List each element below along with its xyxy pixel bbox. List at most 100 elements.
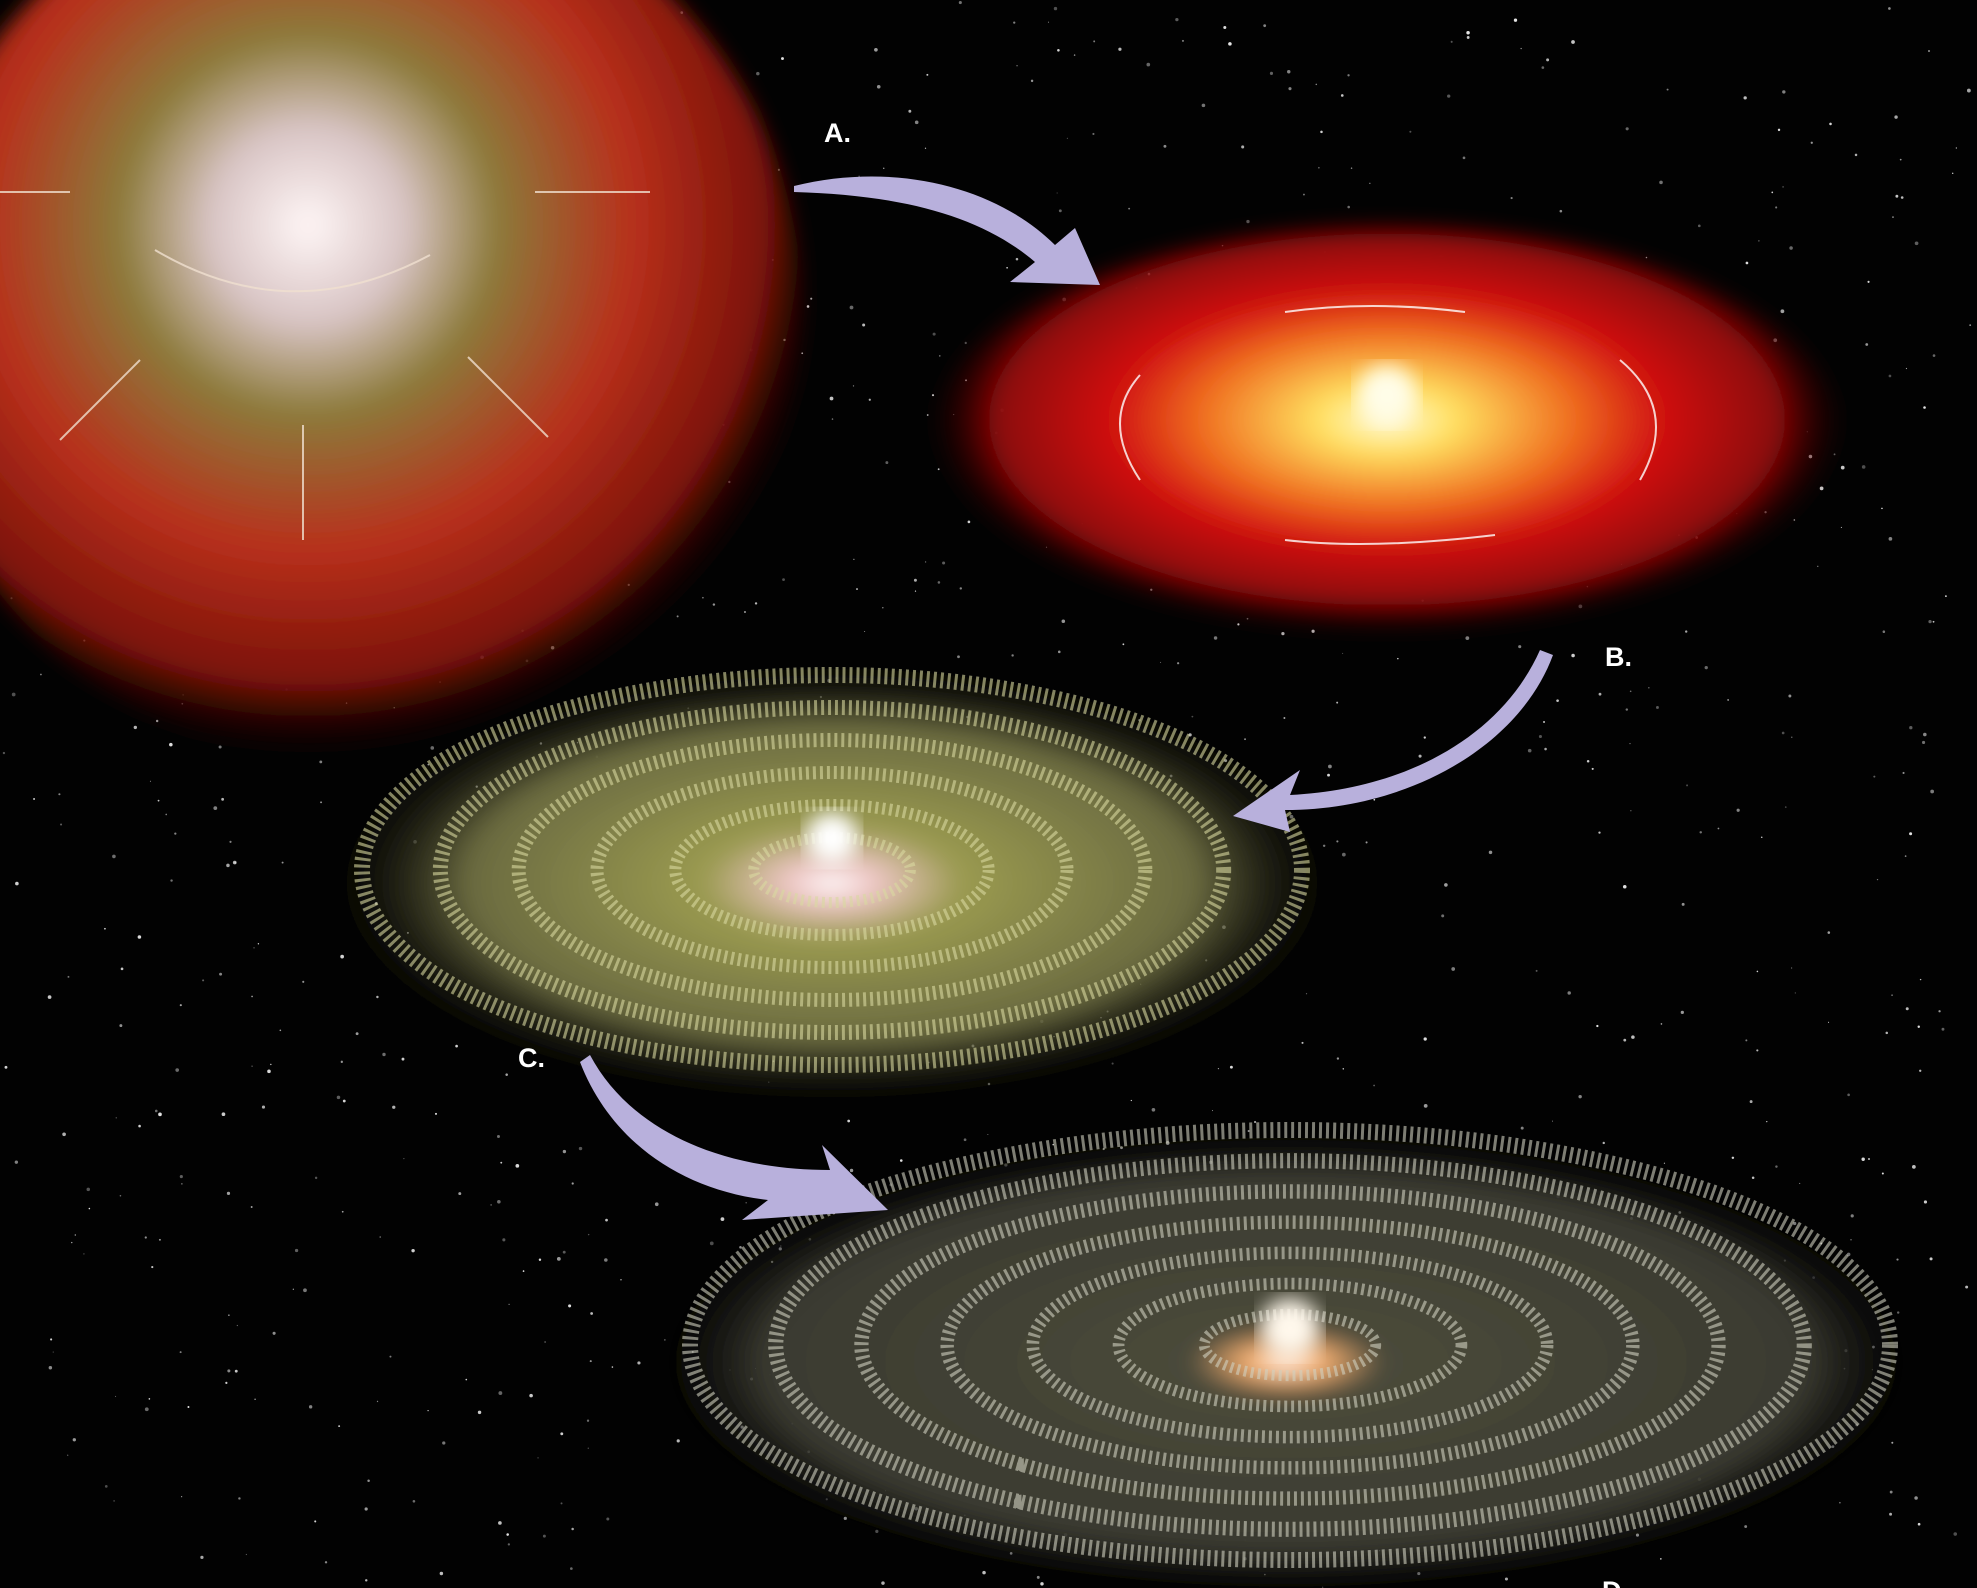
background-star (314, 1520, 317, 1523)
background-star (1896, 1258, 1899, 1261)
background-star (62, 1132, 66, 1137)
background-star (179, 1351, 182, 1354)
background-star (1340, 94, 1344, 97)
ring (854, 1184, 1726, 1506)
background-star (1513, 18, 1518, 22)
background-star (1827, 931, 1831, 934)
background-star (442, 1441, 446, 1445)
background-star (908, 109, 912, 113)
background-star (458, 1192, 462, 1196)
background-star (589, 1360, 592, 1363)
background-star (806, 305, 810, 308)
background-star (883, 167, 885, 169)
background-star (336, 1095, 341, 1100)
background-star (236, 1324, 238, 1327)
background-star (1444, 883, 1448, 887)
background-star (1927, 49, 1931, 53)
background-star (234, 862, 236, 864)
background-star (401, 1057, 405, 1061)
background-star (571, 1182, 574, 1185)
background-star (914, 120, 919, 125)
background-star (1909, 726, 1913, 730)
star (1260, 1298, 1320, 1358)
background-star (1704, 666, 1708, 670)
background-star (376, 995, 379, 999)
background-star (1775, 206, 1778, 209)
background-star (1336, 1057, 1340, 1060)
background-star (1828, 1021, 1830, 1023)
background-star (227, 1369, 231, 1373)
background-star (1861, 465, 1866, 469)
background-star (1217, 1067, 1220, 1070)
background-star (72, 1438, 76, 1442)
background-star (1328, 764, 1332, 769)
background-star (272, 1331, 276, 1335)
background-star (1520, 47, 1522, 50)
background-star (47, 995, 52, 999)
background-star (1743, 96, 1747, 100)
background-star (1016, 65, 1018, 67)
background-star (165, 813, 168, 816)
background-star (200, 1555, 204, 1560)
background-star (963, 1138, 967, 1142)
background-star (303, 1288, 307, 1293)
background-star (157, 799, 160, 802)
background-star (1775, 1165, 1778, 1168)
background-star (221, 1112, 226, 1117)
background-star (1680, 1010, 1684, 1014)
background-star (148, 1398, 151, 1400)
background-star (1685, 630, 1688, 633)
background-star (187, 1406, 190, 1409)
ring (1112, 1277, 1468, 1413)
background-star (465, 1378, 468, 1381)
background-star (1889, 1490, 1893, 1494)
background-star (342, 1099, 346, 1103)
background-star (1447, 94, 1451, 98)
background-star (1659, 180, 1663, 185)
background-star (170, 879, 173, 882)
background-star (932, 332, 936, 336)
background-star (1571, 40, 1575, 44)
background-star (1061, 619, 1066, 624)
background-star (899, 1159, 903, 1162)
background-star (1151, 1107, 1156, 1112)
background-star (225, 1381, 228, 1385)
background-star (250, 1205, 253, 1208)
background-star (1660, 1023, 1663, 1025)
background-star (455, 1044, 458, 1048)
background-star (324, 1561, 328, 1564)
background-star (1909, 832, 1913, 836)
ring (748, 832, 916, 908)
background-star (1423, 736, 1426, 739)
background-star (490, 1204, 492, 1206)
stage-label: D. (1602, 1576, 1629, 1588)
background-star (1163, 144, 1167, 148)
background-star (1873, 775, 1876, 778)
background-star (1771, 191, 1774, 194)
background-star (1191, 715, 1194, 718)
background-star (245, 1553, 248, 1556)
background-star (1929, 1257, 1933, 1261)
background-star (1244, 738, 1246, 741)
background-star (571, 1527, 574, 1531)
background-star (515, 1163, 520, 1168)
background-star (1625, 708, 1629, 711)
background-star (1892, 216, 1894, 218)
background-star (1817, 565, 1819, 567)
background-star (782, 578, 785, 582)
background-star (1586, 759, 1590, 763)
background-star (1955, 147, 1957, 149)
stage-label: B. (1605, 642, 1632, 672)
background-star (4, 1065, 8, 1069)
background-star (1629, 690, 1632, 693)
background-star (1535, 969, 1538, 972)
background-star (251, 995, 253, 998)
background-star (529, 1393, 533, 1398)
background-star (1888, 374, 1892, 378)
background-star (251, 1065, 253, 1067)
background-star (1867, 1157, 1871, 1160)
background-star (226, 863, 230, 868)
ring (432, 700, 1232, 1040)
background-star (913, 578, 917, 582)
background-star (1320, 130, 1323, 134)
